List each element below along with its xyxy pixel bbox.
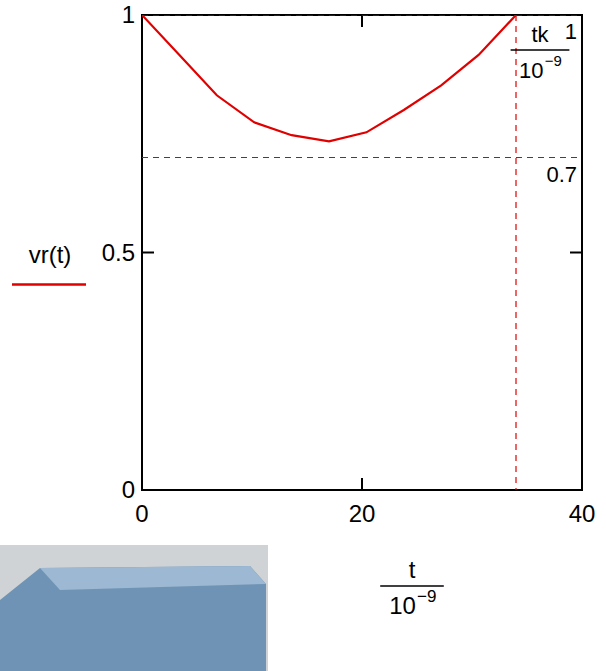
x-tick [581,15,583,27]
x-axis-title: t 10−9 [380,556,444,619]
marker-labels: 1 0.7 tk 10−9 [511,19,577,187]
photo-object [0,566,266,671]
chart: 0204000.5110.7tk10−9vr(t)t10−9 [0,0,606,671]
legend-swatch [12,283,86,286]
y-tick [570,252,582,254]
y-tick-label: 1 [122,1,135,28]
photo-object-top [40,566,266,590]
x-tick [141,478,143,490]
y-marker-label: 0.7 [546,162,577,187]
legend-label: vr(t) [29,241,72,268]
x-axis-title-exponent: −9 [417,587,436,606]
photo-background [0,545,268,671]
x-marker-label-bar [511,49,570,51]
x-tick-label: 0 [135,500,148,527]
x-marker-label-denominator: 10 [519,58,543,83]
x-tick [361,15,363,27]
plot-data [142,15,582,490]
series-line [142,15,516,141]
x-marker-label: tk 10−9 [511,22,570,83]
x-tick-label: 20 [349,500,376,527]
photo-fragment [0,545,268,671]
y-tick [142,252,154,254]
x-marker-label-numerator: tk [531,22,549,47]
x-marker [515,15,516,490]
x-marker-label-exponent: −9 [545,52,562,69]
plot-frame [142,15,582,490]
x-tick-label: 40 [569,500,596,527]
x-axis-title-numerator: t [409,556,416,583]
y-marker-label: 1 [565,19,577,44]
y-marker [142,157,582,158]
y-tick-label: 0 [122,476,135,503]
y-tick-label: 0.5 [102,239,135,266]
x-axis-title-denominator: 10 [389,592,416,619]
y-tick [142,489,154,491]
x-tick [361,478,363,490]
x-tick [581,478,583,490]
y-tick [570,489,582,491]
chart-root: 0204000.5110.7tk10−9vr(t)t10−9 [0,0,606,671]
